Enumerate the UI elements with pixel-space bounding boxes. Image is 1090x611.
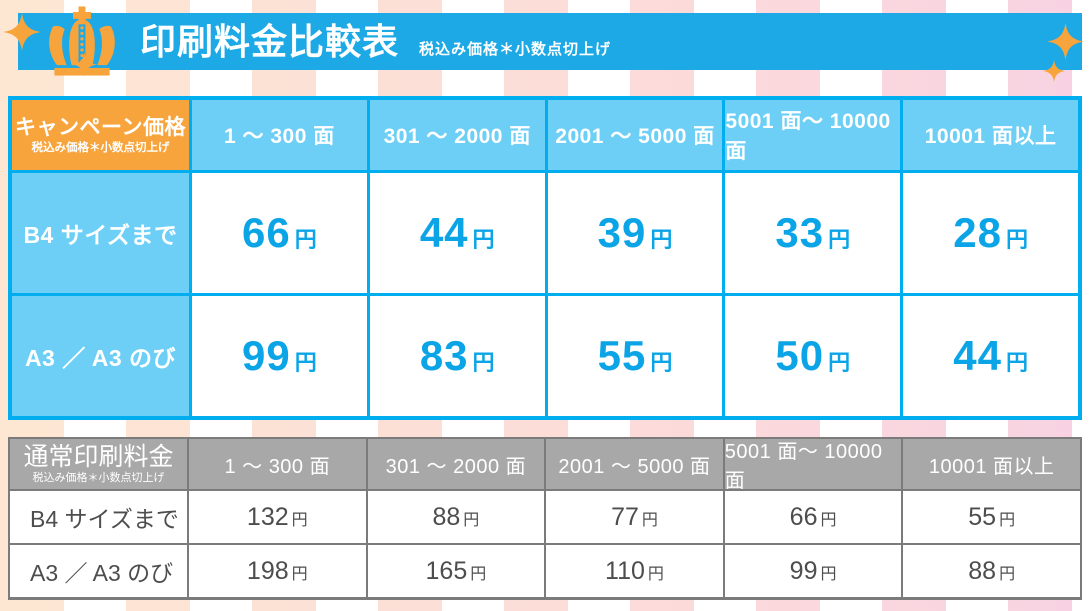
campaign-price-cell: 55 円 — [547, 296, 723, 416]
price-value: 55 — [968, 502, 997, 531]
price-value: 99 — [789, 556, 818, 585]
price-value: 44 — [953, 332, 1002, 379]
normal-price-cell: 88 円 — [903, 545, 1080, 597]
campaign-price-cell: 99 円 — [192, 296, 367, 416]
price-value: 50 — [775, 332, 825, 379]
yen-unit: 円 — [472, 350, 495, 375]
sparkle-left-small-icon — [72, 52, 97, 77]
campaign-price-cell: 44 円 — [903, 296, 1078, 416]
page-title: 印刷料金比較表 — [140, 21, 400, 62]
campaign-header-label: キャンペーン価格 — [15, 115, 186, 139]
campaign-column-header: 301 ～ 2000 面 — [369, 100, 545, 170]
normal-price-cell: 110 円 — [546, 545, 723, 597]
normal-price-cell: 132 円 — [189, 491, 366, 543]
yen-unit: 円 — [463, 511, 480, 529]
campaign-header-sublabel: 税込み価格＊小数点切上げ — [31, 141, 170, 154]
price-value: 77 — [611, 502, 639, 531]
price-value: 39 — [597, 209, 647, 256]
campaign-price-cell: 44 円 — [369, 173, 545, 293]
yen-unit: 円 — [999, 565, 1016, 583]
campaign-price-cell: 33 円 — [725, 173, 901, 293]
normal-price-cell: 165 円 — [367, 545, 545, 597]
yen-unit: 円 — [641, 511, 658, 529]
yen-unit: 円 — [1005, 350, 1028, 375]
price-value: 88 — [968, 556, 997, 585]
yen-unit: 円 — [999, 511, 1016, 529]
price-value: 33 — [775, 209, 825, 256]
crown-icon — [49, 6, 115, 76]
yen-unit: 円 — [294, 227, 317, 252]
campaign-column-header: 1 ～ 300 面 — [192, 100, 367, 170]
normal-price-cell: 55 円 — [903, 491, 1080, 543]
price-value: 66 — [242, 209, 291, 256]
price-value: 132 — [246, 502, 289, 531]
normal-column-header: 2001 ～ 5000 面 — [546, 439, 723, 489]
campaign-column-header: 5001 面～ 10000 面 — [725, 100, 901, 170]
campaign-price-cell: 28 円 — [903, 173, 1078, 293]
yen-unit: 円 — [470, 565, 487, 583]
price-value: 44 — [419, 209, 469, 256]
yen-unit: 円 — [291, 565, 308, 583]
sparkle-right-large-icon — [1047, 23, 1084, 60]
normal-price-cell: 99 円 — [724, 545, 902, 597]
normal-price-cell: 77 円 — [546, 491, 723, 543]
price-value: 55 — [597, 332, 647, 379]
normal-column-header: 10001 面以上 — [903, 439, 1080, 489]
yen-unit: 円 — [650, 227, 673, 252]
normal-row-label-b4: B4 サイズまで — [10, 491, 187, 543]
normal-price-cell: 66 円 — [724, 491, 902, 543]
campaign-row-label-b4: B4 サイズまで — [12, 173, 189, 293]
yen-unit: 円 — [291, 511, 308, 529]
yen-unit: 円 — [650, 350, 673, 375]
normal-row-label-a3: A3 ／ A3 のび — [10, 545, 187, 597]
campaign-price-table: キャンペーン価格 税込み価格＊小数点切上げ 1 ～ 300 面 301 ～ 20… — [8, 96, 1082, 420]
normal-column-header: 5001 面～ 10000 面 — [724, 439, 902, 492]
title-banner: 印刷料金比較表 税込み価格＊小数点切上げ — [18, 13, 1082, 70]
campaign-price-cell: 83 円 — [369, 296, 545, 416]
price-value: 66 — [789, 502, 818, 531]
normal-header-sublabel: 税込み価格＊小数点切上げ — [32, 472, 165, 485]
price-value: 165 — [425, 556, 468, 585]
price-value: 83 — [419, 332, 469, 379]
price-value: 88 — [432, 502, 461, 531]
price-value: 110 — [605, 556, 645, 585]
campaign-price-cell: 50 円 — [725, 296, 901, 416]
campaign-price-cell: 39 円 — [547, 173, 723, 293]
price-value: 198 — [246, 556, 289, 585]
campaign-price-cell: 66 円 — [192, 173, 367, 293]
sparkle-left-large-icon — [3, 13, 41, 51]
campaign-table-corner-header: キャンペーン価格 税込み価格＊小数点切上げ — [12, 100, 189, 170]
campaign-row-label-a3: A3 ／ A3 のび — [12, 296, 189, 416]
yen-unit: 円 — [294, 350, 317, 375]
normal-price-cell: 198 円 — [189, 545, 366, 597]
yen-unit: 円 — [820, 511, 837, 529]
campaign-column-header: 2001 ～ 5000 面 — [547, 100, 723, 170]
yen-unit: 円 — [828, 227, 851, 252]
yen-unit: 円 — [1005, 227, 1028, 252]
yen-unit: 円 — [820, 565, 837, 583]
page-subtitle: 税込み価格＊小数点切上げ — [419, 41, 612, 58]
normal-header-label: 通常印刷料金 — [23, 443, 174, 472]
price-value: 28 — [953, 209, 1002, 256]
yen-unit: 円 — [828, 350, 851, 375]
campaign-column-header: 10001 面以上 — [903, 100, 1078, 170]
normal-price-table: 通常印刷料金 税込み価格＊小数点切上げ 1 ～ 300 面 301 ～ 2000… — [8, 437, 1082, 600]
normal-table-corner-header: 通常印刷料金 税込み価格＊小数点切上げ — [10, 439, 187, 489]
price-value: 99 — [242, 332, 291, 379]
yen-unit: 円 — [647, 565, 664, 583]
normal-column-header: 301 ～ 2000 面 — [367, 439, 545, 489]
sparkle-right-small-icon — [1043, 60, 1065, 82]
yen-unit: 円 — [472, 227, 495, 252]
normal-column-header: 1 ～ 300 面 — [189, 439, 366, 489]
normal-price-cell: 88 円 — [367, 491, 545, 543]
